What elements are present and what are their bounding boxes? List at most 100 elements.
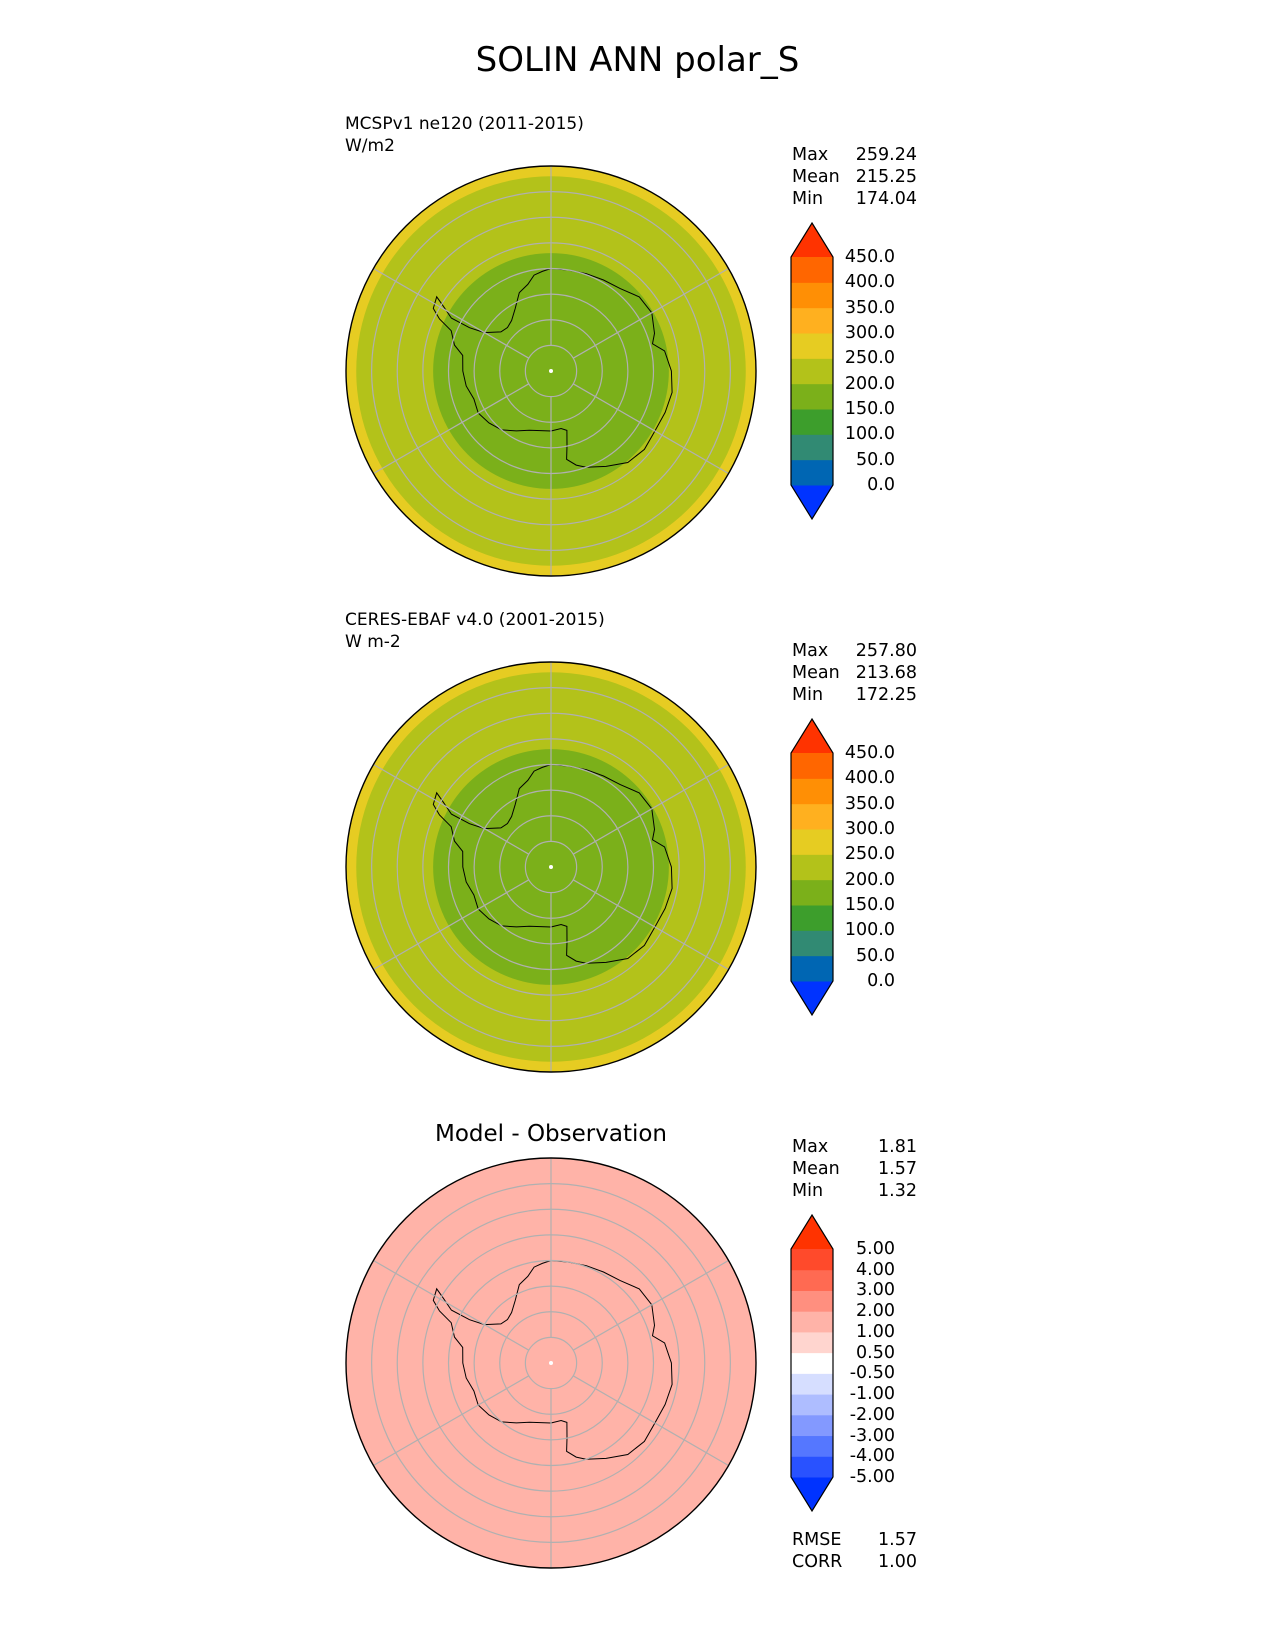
colorbar-tick-label: 5.00 bbox=[856, 1239, 895, 1259]
panel3-title: Model - Observation bbox=[434, 1121, 668, 1147]
colorbar-bin-1 bbox=[791, 930, 833, 957]
stat-row: Max 259.24 bbox=[792, 144, 917, 166]
colorbar-tick-label: 300.0 bbox=[844, 819, 895, 839]
colorbar-extend-low bbox=[791, 485, 833, 519]
colorbar-tick-label: 50.0 bbox=[856, 945, 895, 966]
antarctica-coastline bbox=[432, 267, 673, 468]
colorbar-tick-label: 300.0 bbox=[844, 323, 895, 343]
stat-row: Mean 1.57 bbox=[792, 1158, 917, 1180]
stat-label: Max bbox=[792, 1137, 829, 1157]
stat-label: Min bbox=[792, 1181, 824, 1201]
panel1-polar-map bbox=[345, 165, 757, 577]
stat-row: Mean 213.68 bbox=[792, 662, 917, 684]
longitude-gridline-1 bbox=[572, 267, 729, 359]
panel3-metrics: RMSE 1.57 CORR 1.00 bbox=[792, 1529, 917, 1573]
colorbar-tick-label: -3.00 bbox=[849, 1425, 895, 1446]
colorbar-tick-label: 450.0 bbox=[844, 247, 895, 267]
colorbar-tick-label: 50.0 bbox=[856, 449, 895, 470]
colorbar-tick-label: -0.50 bbox=[849, 1363, 895, 1384]
map-frame bbox=[345, 165, 757, 577]
colorbar-outline bbox=[790, 221, 834, 521]
colorbar-tick-label: 400.0 bbox=[844, 768, 895, 789]
stat-value: 174.04 bbox=[855, 189, 917, 209]
colorbar-tick-label: 100.0 bbox=[844, 920, 895, 941]
colorbar-extend-high bbox=[791, 1215, 833, 1249]
panel2-units: W m-2 bbox=[345, 632, 401, 652]
stat-label: Min bbox=[792, 685, 824, 705]
longitude-gridline-1 bbox=[572, 1259, 729, 1351]
panel2-colorbar-ticks: 0.0 50.0 100.0 150.0 200.0 250.0 300.0 350.0 400… bbox=[835, 718, 895, 1016]
colorbar-tick-label: 350.0 bbox=[844, 793, 895, 814]
stat-label: Min bbox=[792, 189, 824, 209]
panel2-stats: Max 257.80 Mean 213.68 Min 172.25 bbox=[792, 640, 917, 706]
colorbar-tick-label: 100.0 bbox=[844, 424, 895, 445]
panel2-polar-map bbox=[345, 661, 757, 1073]
figure-title: SOLIN ANN polar_S bbox=[475, 40, 800, 80]
stat-value: 215.25 bbox=[855, 167, 917, 187]
stat-row: Max 257.80 bbox=[792, 640, 917, 662]
stat-value: 1.57 bbox=[878, 1159, 917, 1179]
colorbar-tick-label: 4.00 bbox=[856, 1259, 895, 1280]
colorbar-bin-10 bbox=[791, 1249, 833, 1271]
panel3-stats: Max 1.81 Mean 1.57 Min 1.32 bbox=[792, 1136, 917, 1202]
panel1-case-name: MCSPv1 ne120 (2011-2015) bbox=[345, 114, 584, 134]
colorbar-bin-3 bbox=[791, 1394, 833, 1416]
colorbar-bin-6 bbox=[791, 307, 833, 334]
colorbar-bin-1 bbox=[791, 1435, 833, 1457]
stat-value: 1.81 bbox=[878, 1137, 917, 1157]
stat-value: 172.25 bbox=[855, 685, 917, 705]
metric-value: 1.00 bbox=[878, 1552, 917, 1572]
panel1-stats: Max 259.24 Mean 215.25 Min 174.04 bbox=[792, 144, 917, 210]
panel3-colorbar-ticks: -5.00 -4.00 -3.00 -2.00 -1.00 -0.50 0.50 1.00 2.… bbox=[835, 1214, 895, 1512]
colorbar-tick-label: 150.0 bbox=[844, 399, 895, 419]
metric-label: RMSE bbox=[792, 1530, 842, 1550]
pole-marker bbox=[549, 1361, 553, 1365]
stat-row: Min 172.25 bbox=[792, 684, 917, 706]
colorbar-bin-5 bbox=[791, 829, 833, 855]
colorbar-tick-label: 350.0 bbox=[844, 297, 895, 318]
stat-value: 1.32 bbox=[878, 1181, 917, 1201]
stat-row: Mean 215.25 bbox=[792, 166, 917, 188]
stat-label: Max bbox=[792, 641, 829, 661]
metric-label: CORR bbox=[792, 1552, 843, 1572]
longitude-gridline-5 bbox=[373, 267, 530, 359]
longitude-gridline-1 bbox=[572, 763, 729, 855]
colorbar-bin-4 bbox=[791, 358, 833, 385]
colorbar-tick-label: -4.00 bbox=[849, 1446, 895, 1467]
longitude-gridline-5 bbox=[373, 763, 530, 855]
colorbar-bin-5 bbox=[791, 333, 833, 359]
colorbar-extend-high bbox=[791, 223, 833, 257]
metric-row: RMSE 1.57 bbox=[792, 1529, 917, 1551]
colorbar-bin-6 bbox=[791, 803, 833, 830]
stat-label: Mean bbox=[792, 663, 840, 683]
colorbar-tick-label: 200.0 bbox=[844, 373, 895, 394]
colorbar-extend-low bbox=[791, 981, 833, 1015]
longitude-gridline-4 bbox=[373, 879, 530, 971]
metric-row: CORR 1.00 bbox=[792, 1551, 917, 1573]
longitude-gridline-2 bbox=[572, 879, 729, 971]
stat-label: Max bbox=[792, 145, 829, 165]
stat-value: 213.68 bbox=[855, 663, 917, 683]
colorbar-bin-4 bbox=[791, 854, 833, 881]
colorbar-bin-4 bbox=[791, 1373, 833, 1395]
panel2-colorbar bbox=[790, 717, 834, 1017]
colorbar-tick-label: -5.00 bbox=[849, 1467, 895, 1487]
colorbar-bin-1 bbox=[791, 434, 833, 461]
colorbar-bin-8 bbox=[791, 257, 833, 283]
colorbar-outline bbox=[790, 1213, 834, 1513]
panel2-case-name: CERES-EBAF v4.0 (2001-2015) bbox=[345, 610, 605, 630]
stat-value: 259.24 bbox=[855, 145, 917, 165]
metric-value: 1.57 bbox=[878, 1530, 917, 1550]
colorbar-bin-8 bbox=[791, 1290, 833, 1312]
colorbar-extend-high bbox=[791, 719, 833, 753]
panel1-colorbar-ticks: 0.0 50.0 100.0 150.0 200.0 250.0 300.0 350.0 400… bbox=[835, 222, 895, 520]
longitude-gridline-4 bbox=[373, 1375, 530, 1467]
colorbar-tick-label: 250.0 bbox=[844, 844, 895, 865]
stat-row: Min 1.32 bbox=[792, 1180, 917, 1202]
colorbar-bin-3 bbox=[791, 383, 833, 410]
pole-marker bbox=[549, 865, 553, 869]
antarctica-coastline bbox=[432, 763, 673, 964]
longitude-gridline-2 bbox=[572, 1375, 729, 1467]
colorbar-bin-8 bbox=[791, 753, 833, 779]
colorbar-bin-0 bbox=[791, 459, 833, 486]
